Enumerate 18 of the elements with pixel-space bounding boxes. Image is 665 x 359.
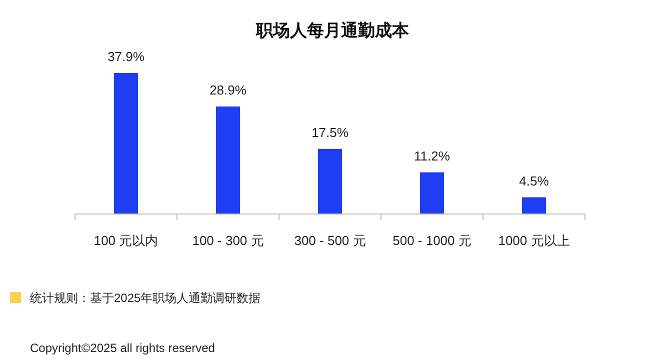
x-tick-label: 300 - 500 元: [294, 233, 366, 248]
x-tick-label: 1000 元以上: [498, 233, 570, 248]
x-tick-label: 100 元以内: [94, 233, 158, 248]
bar: [420, 172, 444, 214]
text: Copyright©2025 all rights reserved: [30, 341, 215, 355]
chart-title: 职场人每月通勤成本: [255, 21, 410, 40]
data-label: 4.5%: [519, 173, 550, 188]
data-label: 11.2%: [414, 148, 450, 164]
bar: [522, 197, 546, 214]
bar: [114, 73, 138, 214]
data-label: 17.5%: [312, 124, 349, 140]
x-tick-label: 100 - 300 元: [192, 233, 264, 248]
x-tick-label: 500 - 1000 元: [392, 233, 472, 248]
data-label: 28.9%: [210, 82, 247, 98]
data-label: 37.9%: [108, 49, 145, 64]
bar: [318, 148, 342, 214]
text: 统计规则：基于2025年职场人通勤调研数据: [30, 291, 261, 305]
bar: [216, 106, 240, 214]
